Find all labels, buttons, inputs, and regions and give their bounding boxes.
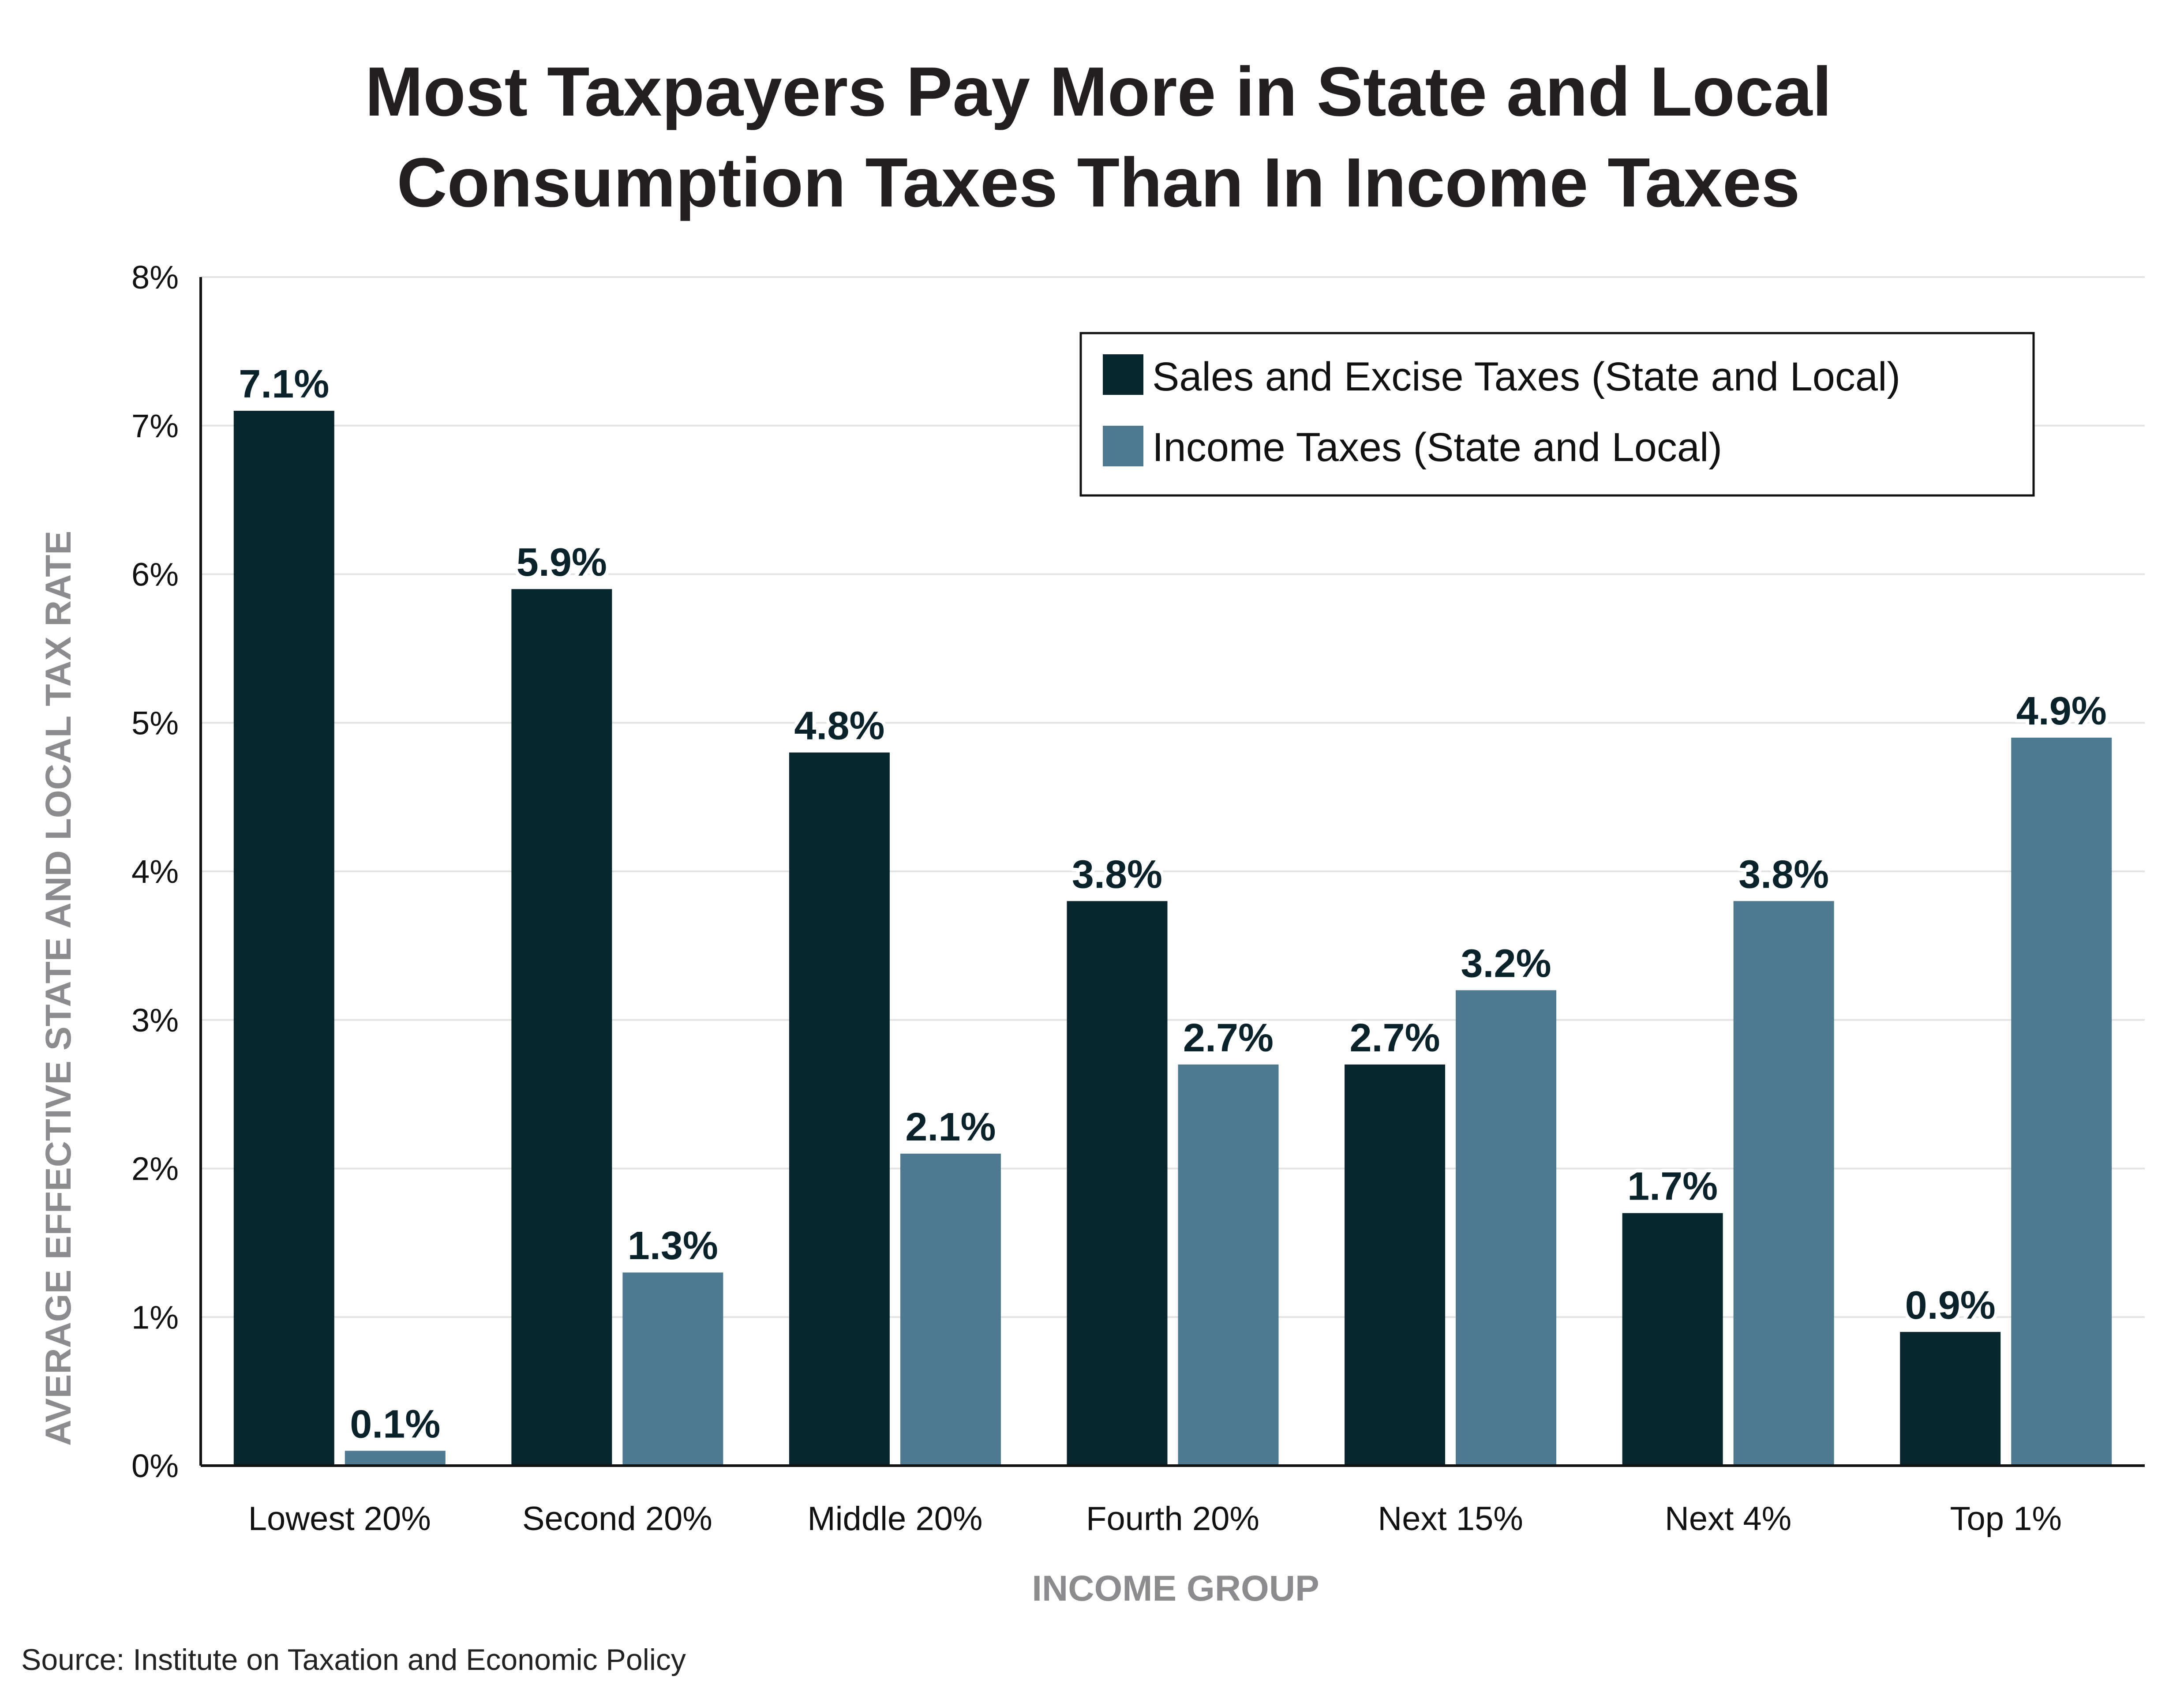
- x-tick-label: Fourth 20%: [1086, 1500, 1259, 1538]
- x-axis-categories: Lowest 20% Second 20% Middle 20% Fourth 20%…: [248, 1500, 2062, 1538]
- data-label: 1.7%: [1627, 1165, 1718, 1209]
- bar-income: [1178, 1064, 1279, 1466]
- data-label: 0.9%: [1905, 1283, 1996, 1328]
- x-tick-label: Next 4%: [1665, 1500, 1791, 1538]
- y-tick-label: 4%: [131, 853, 179, 890]
- bar-income: [345, 1451, 446, 1466]
- source-note: Source: Institute on Taxation and Econom…: [21, 1643, 686, 1677]
- chart-title-line-2: Consumption Taxes Than In Income Taxes: [397, 144, 1800, 221]
- data-label: 1.3%: [628, 1224, 718, 1268]
- bar-sales: [511, 589, 612, 1466]
- chart-title-line-1: Most Taxpayers Pay More in State and Loc…: [365, 53, 1832, 131]
- bar-sales: [1900, 1332, 2001, 1466]
- bar-income: [1456, 990, 1557, 1466]
- x-tick-label: Second 20%: [522, 1500, 712, 1538]
- data-label: 3.8%: [1072, 852, 1162, 897]
- x-axis-title: INCOME GROUP: [1032, 1568, 1319, 1609]
- data-label: 4.8%: [794, 704, 884, 748]
- y-tick-label: 7%: [131, 408, 179, 444]
- bars: [233, 411, 2112, 1466]
- bar-sales: [789, 752, 890, 1466]
- data-label: 3.8%: [1738, 852, 1829, 897]
- legend-label-income: Income Taxes (State and Local): [1152, 425, 1722, 470]
- legend-swatch-income: [1103, 426, 1143, 466]
- x-tick-label: Middle 20%: [807, 1500, 982, 1538]
- y-tick-label: 1%: [131, 1299, 179, 1335]
- data-label: 3.2%: [1461, 942, 1551, 986]
- bar-sales: [233, 411, 334, 1466]
- y-tick-label: 3%: [131, 1002, 179, 1039]
- data-label: 5.9%: [517, 540, 607, 585]
- y-tick-label: 5%: [131, 705, 179, 741]
- data-label: 2.1%: [905, 1105, 996, 1149]
- legend-swatch-sales: [1103, 354, 1143, 395]
- chart-title: Most Taxpayers Pay More in State and Loc…: [365, 53, 1832, 221]
- data-label: 0.1%: [350, 1402, 440, 1446]
- data-label: 2.7%: [1350, 1016, 1440, 1060]
- data-labels: 7.1% 0.1% 5.9% 1.3% 4.8% 2.1% 3.8% 2.7% 2.7% 3.2%…: [235, 359, 2110, 1450]
- y-axis-title: AVERAGE EFFECTIVE STATE AND LOCAL TAX RA…: [38, 531, 79, 1446]
- bar-sales: [1067, 901, 1168, 1466]
- bar-income: [2011, 737, 2112, 1466]
- bar-sales: [1622, 1213, 1723, 1466]
- bar-income: [622, 1272, 723, 1466]
- bar-sales: [1345, 1064, 1446, 1466]
- x-tick-label: Top 1%: [1950, 1500, 2062, 1538]
- y-tick-label: 0%: [131, 1448, 179, 1484]
- x-tick-label: Lowest 20%: [248, 1500, 431, 1538]
- y-tick-label: 6%: [131, 556, 179, 593]
- y-axis-ticks: 0% 1% 2% 3% 4% 5% 6% 7% 8%: [131, 259, 179, 1484]
- data-label: 7.1%: [239, 362, 329, 406]
- data-label: 2.7%: [1183, 1016, 1274, 1060]
- data-label: 4.9%: [2016, 689, 2107, 733]
- x-tick-label: Next 15%: [1378, 1500, 1523, 1538]
- y-tick-label: 2%: [131, 1151, 179, 1187]
- bar-income: [900, 1153, 1001, 1466]
- legend-box: [1079, 332, 2035, 497]
- legend: Sales and Excise Taxes (State and Local)…: [1079, 332, 2035, 497]
- bar-income: [1733, 901, 1834, 1466]
- y-tick-label: 8%: [131, 259, 179, 296]
- legend-label-sales: Sales and Excise Taxes (State and Local): [1152, 354, 1900, 399]
